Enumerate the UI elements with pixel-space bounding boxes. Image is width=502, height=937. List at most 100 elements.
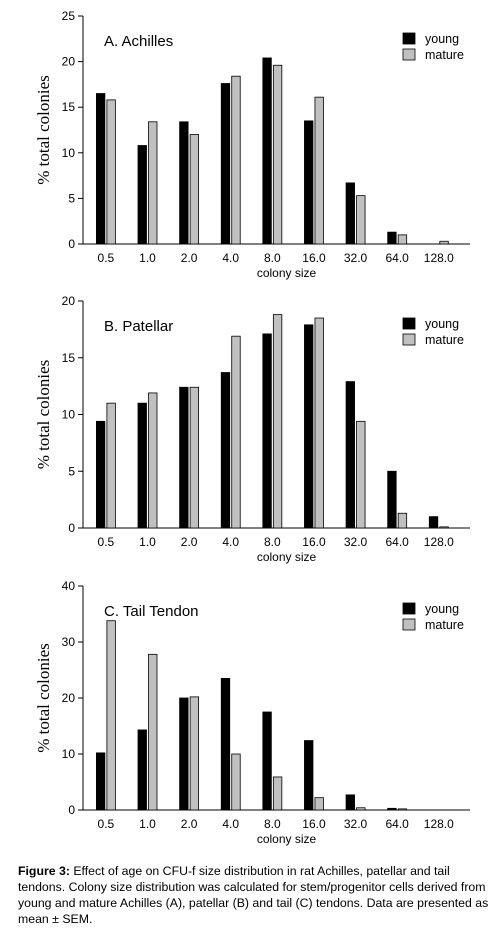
bar-young-4.0 <box>220 83 231 245</box>
bar-young-32.0 <box>345 381 355 529</box>
y-tick-label: 15 <box>62 351 76 365</box>
panel-patellar: 0 5 10 15 20 % total colonies 0.5 1.0 2.0 4.0 8.0 1… <box>0 290 502 580</box>
x-tick-label: 32.0 <box>344 535 368 549</box>
x-tick-label: 1.0 <box>139 817 156 831</box>
bar-mature-64.0 <box>397 234 408 245</box>
bar-mature-128.0 <box>439 240 449 245</box>
x-tick-label: 2.0 <box>181 817 198 831</box>
legend-swatch-young <box>402 602 416 615</box>
caption-label: Figure 3: <box>18 864 70 878</box>
bar-young-64.0 <box>387 470 397 529</box>
x-tick-label: 0.5 <box>98 817 115 831</box>
x-tick-label: 64.0 <box>385 535 409 549</box>
bar-young-1.0 <box>137 145 147 245</box>
panel-title: A. Achilles <box>104 33 173 50</box>
y-tick-label: 10 <box>62 408 76 422</box>
y-tick-label: 5 <box>68 464 75 478</box>
bar-mature-16.0 <box>314 317 324 529</box>
y-tick-label: 20 <box>62 691 76 705</box>
chart-tail-tendon: 0 10 20 30 40 % total colonies 0.5 1.0 2.0 4.0 8.0… <box>34 579 470 846</box>
bar-mature-32.0 <box>356 420 366 529</box>
x-tick-label: 2.0 <box>181 535 198 549</box>
legend-swatch-young <box>402 317 416 330</box>
legend-label-young: young <box>425 32 459 46</box>
legend-label-young: young <box>425 317 459 331</box>
bar-mature-1.0 <box>148 392 158 529</box>
bar-young-16.0 <box>304 740 314 811</box>
x-axis-label: colony size <box>257 550 317 564</box>
y-tick-label: 5 <box>68 191 75 205</box>
x-tick-label: 16.0 <box>302 535 326 549</box>
bar-mature-1.0 <box>148 121 158 245</box>
bar-mature-8.0 <box>272 776 283 811</box>
bar-young-0.5 <box>95 93 106 245</box>
bar-young-64.0 <box>387 807 397 811</box>
bar-mature-2.0 <box>189 696 200 811</box>
bar-young-8.0 <box>262 711 272 811</box>
bar-mature-32.0 <box>356 807 366 811</box>
bar-mature-0.5 <box>106 99 116 245</box>
bar-mature-8.0 <box>272 314 283 529</box>
x-tick-label: 0.5 <box>98 535 115 549</box>
x-tick-label: 4.0 <box>222 817 239 831</box>
figure-caption: Figure 3: Effect of age on CFU-f size di… <box>18 863 498 927</box>
panel-achilles: 0 5 10 15 20 25 % total colonies 0.5 1.0 2.0 4.0 8.… <box>0 0 502 290</box>
x-tick-label: 32.0 <box>344 817 368 831</box>
bar-young-0.5 <box>95 752 106 811</box>
panel-title: C. Tail Tendon <box>104 603 199 620</box>
x-axis-label: colony size <box>257 832 317 846</box>
x-tick-label: 4.0 <box>222 535 239 549</box>
y-tick-label: 10 <box>62 747 76 761</box>
x-tick-label: 8.0 <box>264 535 281 549</box>
legend-swatch-mature <box>402 333 416 346</box>
bar-young-128.0 <box>428 516 439 529</box>
bar-mature-16.0 <box>314 96 324 245</box>
panel-tail-tendon: 0 10 20 30 40 % total colonies 0.5 1.0 2.0 4.0 8.0… <box>0 579 502 860</box>
bar-young-4.0 <box>220 372 231 529</box>
bar-mature-128.0 <box>439 526 449 529</box>
y-tick-label: 0 <box>68 803 75 817</box>
bar-young-2.0 <box>179 386 189 529</box>
x-tick-label: 128.0 <box>424 251 454 265</box>
chart-patellar: 0 5 10 15 20 % total colonies 0.5 1.0 2.0 4.0 8.0 1… <box>34 294 470 564</box>
bar-young-0.5 <box>95 420 106 529</box>
y-axis-label: % total colonies <box>34 360 53 470</box>
x-tick-label: 1.0 <box>139 251 156 265</box>
x-tick-label: 4.0 <box>222 251 239 265</box>
y-tick-label: 20 <box>62 55 76 69</box>
x-tick-label: 8.0 <box>264 251 281 265</box>
bar-young-64.0 <box>387 231 397 245</box>
legend-label-mature: mature <box>425 618 464 632</box>
y-axis-label: % total colonies <box>34 75 53 185</box>
x-tick-label: 64.0 <box>385 251 409 265</box>
bar-mature-2.0 <box>189 134 200 245</box>
y-tick-label: 15 <box>62 100 76 114</box>
y-tick-label: 20 <box>62 294 76 308</box>
bar-mature-8.0 <box>272 64 283 245</box>
bar-young-16.0 <box>304 324 314 529</box>
legend-swatch-young <box>402 32 416 45</box>
x-axis-label: colony size <box>257 266 317 280</box>
y-tick-label: 30 <box>62 635 76 649</box>
x-tick-label: 128.0 <box>424 535 454 549</box>
bar-young-2.0 <box>179 697 189 811</box>
bar-young-1.0 <box>137 402 147 529</box>
x-tick-label: 32.0 <box>344 251 368 265</box>
legend-label-young: young <box>425 602 459 616</box>
legend-swatch-mature <box>402 618 416 631</box>
bar-young-32.0 <box>345 182 355 245</box>
x-tick-label: 2.0 <box>181 251 198 265</box>
bar-mature-16.0 <box>314 797 324 811</box>
legend-label-mature: mature <box>425 48 464 62</box>
panel-title: B. Patellar <box>104 318 173 335</box>
x-tick-label: 0.5 <box>98 251 115 265</box>
x-tick-label: 128.0 <box>424 817 454 831</box>
bar-mature-32.0 <box>356 195 366 245</box>
legend-swatch-mature <box>402 48 416 61</box>
bar-young-8.0 <box>262 57 272 245</box>
legend-label-mature: mature <box>425 333 464 347</box>
bar-young-2.0 <box>179 121 189 245</box>
bar-young-1.0 <box>137 729 147 811</box>
y-tick-label: 0 <box>68 237 75 251</box>
y-tick-label: 0 <box>68 521 75 535</box>
